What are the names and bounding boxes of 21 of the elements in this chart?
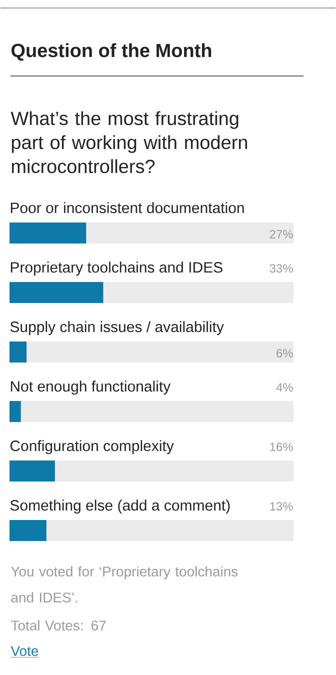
y-tick-label: Configuration complexity (10, 440, 174, 454)
bar (10, 401, 21, 422)
y-tick-label: Proprietary toolchains and IDES (10, 262, 222, 276)
text: Vote (10, 646, 38, 656)
data-label: 4% (276, 383, 293, 392)
chart-title: Question of the Month (11, 43, 212, 61)
data-label: 16% (270, 442, 293, 452)
bar (10, 460, 55, 482)
data-label: 13% (270, 502, 293, 511)
data-label: 6% (276, 348, 293, 358)
text: Total Votes: 67 (11, 620, 106, 630)
bar (10, 342, 27, 363)
data-label: 27% (270, 230, 293, 238)
bar (10, 520, 46, 542)
text: You voted for ‘Proprietary toolchains and IDES’. (11, 566, 238, 602)
y-tick-label: Supply chain issues / availability (10, 321, 224, 336)
y-tick-label: Poor or inconsistent documentation (10, 202, 244, 214)
y-tick-label: Not enough functionality (10, 380, 171, 395)
data-label: 33% (270, 264, 293, 273)
chart-subtitle: What’s the most frustrating part of working with modern microcontrollers? (10, 111, 248, 174)
y-tick-label: Something else (add a comment) (10, 500, 230, 514)
